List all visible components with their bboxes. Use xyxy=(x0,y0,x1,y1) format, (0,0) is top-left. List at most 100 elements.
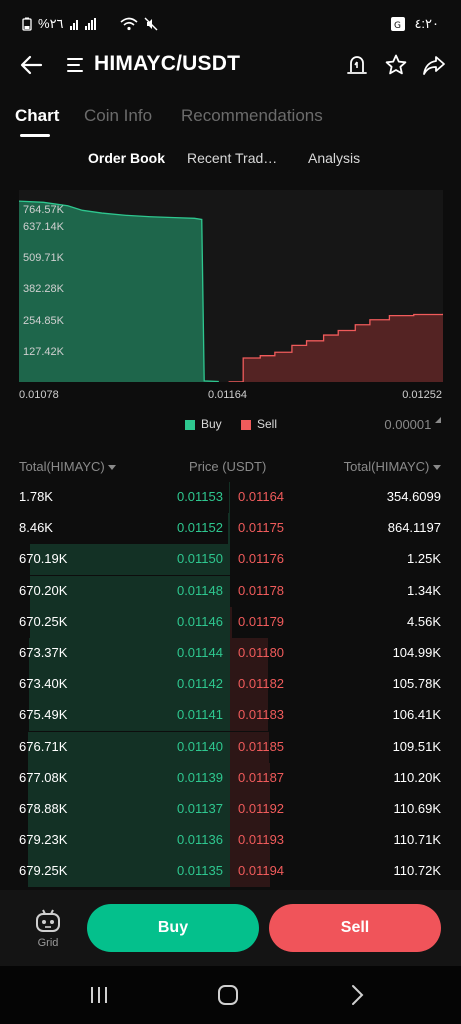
tab-chart[interactable]: Chart xyxy=(15,106,60,125)
bid-depth-bar xyxy=(28,856,230,888)
orderbook-row[interactable]: 675.49K 0.01141 0.01183 106.41K xyxy=(0,700,461,732)
translate-icon: G xyxy=(391,17,406,31)
depth-legend: Buy Sell 0.00001 xyxy=(0,417,461,433)
y-tick-label: 382.28K xyxy=(23,283,64,295)
bid-price-cell: 0.01137 xyxy=(176,801,223,816)
y-tick-label: 637.14K xyxy=(23,221,64,233)
ask-depth-bar xyxy=(230,762,270,794)
bid-price-cell: 0.01148 xyxy=(176,582,223,598)
subtab-analysis[interactable]: Analysis xyxy=(308,150,361,166)
sub-tabs: Order Book Recent Trad… Analysis xyxy=(0,148,461,172)
header-bid-total-label: Total(HIMAYC) xyxy=(19,459,105,474)
price-precision-selector[interactable]: 0.00001 xyxy=(384,417,441,432)
bid-total-cell: 679.25K xyxy=(19,863,68,879)
ask-total-cell: 105.78K xyxy=(392,676,441,692)
bid-total-cell: 675.49K xyxy=(19,707,68,723)
bid-depth-bar xyxy=(228,513,230,545)
bid-total-cell: 670.25K xyxy=(19,613,68,629)
main-tabs: Chart Coin Info Recommendations xyxy=(0,96,461,140)
recent-apps-icon[interactable] xyxy=(89,984,109,1006)
back-nav-icon[interactable] xyxy=(350,984,364,1006)
ask-price-cell: 0.01176 xyxy=(238,551,285,567)
bid-depth-bar xyxy=(28,794,230,825)
sell-button[interactable]: Sell xyxy=(269,904,441,952)
bid-depth-bar xyxy=(28,731,230,763)
caret-down-icon xyxy=(433,465,441,470)
status-time: ٤:٢٠ xyxy=(414,16,439,31)
x-tick-label: 0.01252 xyxy=(402,389,442,401)
grid-button[interactable]: Grid xyxy=(28,906,68,950)
orderbook-row[interactable]: 678.88K 0.01137 0.01192 110.69K xyxy=(0,794,461,825)
ask-total-cell: 109.51K xyxy=(392,738,441,754)
alert-icon[interactable] xyxy=(345,53,369,77)
back-arrow-icon[interactable] xyxy=(18,52,44,78)
ask-depth-bar xyxy=(230,606,232,638)
ask-price-cell: 0.01178 xyxy=(238,582,285,598)
system-nav-bar xyxy=(0,966,461,1024)
orderbook-row[interactable]: 670.25K 0.01146 0.01179 4.56K xyxy=(0,606,461,638)
header-ask-total-label: Total(HIMAYC) xyxy=(343,459,430,474)
tab-coin-info[interactable]: Coin Info xyxy=(84,106,153,125)
bid-total-cell: 1.78K xyxy=(19,489,53,504)
bid-depth-bar xyxy=(30,575,230,607)
ask-depth-bar xyxy=(230,669,268,701)
ask-price-cell: 0.01180 xyxy=(238,645,285,660)
trading-pair-title[interactable]: HIMAYC/USDT xyxy=(94,52,241,75)
bid-price-cell: 0.01153 xyxy=(176,489,223,504)
ask-total-cell: 4.56K xyxy=(407,613,441,629)
orderbook-row[interactable]: 673.37K 0.01144 0.01180 104.99K xyxy=(0,638,461,669)
home-icon[interactable] xyxy=(217,984,239,1006)
bid-total-cell: 679.23K xyxy=(19,832,68,848)
ask-price-cell: 0.01192 xyxy=(238,801,285,816)
ask-price-cell: 0.01185 xyxy=(238,738,285,754)
bid-total-cell: 670.19K xyxy=(19,551,68,567)
orderbook-row[interactable]: 677.08K 0.01139 0.01187 110.20K xyxy=(0,762,461,794)
star-icon[interactable] xyxy=(384,53,408,77)
ask-price-cell: 0.01183 xyxy=(238,707,285,723)
bid-price-cell: 0.01142 xyxy=(176,676,223,692)
ask-price-cell: 0.01187 xyxy=(238,769,285,785)
bid-depth-bar xyxy=(30,606,230,638)
subtab-recent-trades[interactable]: Recent Trad… xyxy=(187,150,278,166)
svg-text:G: G xyxy=(394,21,401,31)
ask-total-cell: 1.34K xyxy=(407,582,441,598)
orderbook-row[interactable]: 679.25K 0.01135 0.01194 110.72K xyxy=(0,856,461,888)
ask-total-cell: 864.1197 xyxy=(387,520,441,536)
header-price: Price (USDT) xyxy=(189,459,267,474)
bid-total-cell: 673.37K xyxy=(19,645,68,660)
legend-sell-label: Sell xyxy=(257,417,278,431)
legend-buy-label: Buy xyxy=(201,417,222,431)
orderbook-row[interactable]: 670.20K 0.01148 0.01178 1.34K xyxy=(0,575,461,607)
header-ask-total[interactable]: Total(HIMAYC) xyxy=(344,459,441,474)
orderbook-row[interactable]: 673.40K 0.01142 0.01182 105.78K xyxy=(0,669,461,701)
orderbook-row[interactable]: 8.46K 0.01152 0.01175 864.1197 xyxy=(0,513,461,545)
bid-depth-bar xyxy=(229,482,230,513)
orderbook-row[interactable]: 679.23K 0.01136 0.01193 110.71K xyxy=(0,825,461,857)
ask-total-cell: 110.72K xyxy=(393,863,441,879)
share-icon[interactable] xyxy=(422,53,446,77)
bid-total-cell: 670.20K xyxy=(19,582,68,598)
bid-depth-bar xyxy=(28,762,230,794)
menu-icon[interactable] xyxy=(66,56,84,74)
buy-button[interactable]: Buy xyxy=(87,904,259,952)
bid-depth-bar xyxy=(29,700,230,732)
subtab-order-book[interactable]: Order Book xyxy=(88,150,166,166)
ask-price-cell: 0.01175 xyxy=(238,520,285,536)
header-bid-total[interactable]: Total(HIMAYC) xyxy=(19,459,117,474)
bid-price-cell: 0.01150 xyxy=(176,551,223,567)
bid-price-cell: 0.01136 xyxy=(176,832,223,848)
ask-total-cell: 1.25K xyxy=(407,551,441,567)
orderbook-row[interactable]: 676.71K 0.01140 0.01185 109.51K xyxy=(0,731,461,763)
bid-total-cell: 676.71K xyxy=(19,738,68,754)
depth-area-buy xyxy=(19,201,219,382)
orderbook-row[interactable]: 1.78K 0.01153 0.01164 354.6099 xyxy=(0,482,461,513)
ask-depth-bar xyxy=(230,700,268,732)
orderbook-row[interactable]: 670.19K 0.01150 0.01176 1.25K xyxy=(0,544,461,576)
bid-depth-bar xyxy=(30,544,230,576)
ask-price-cell: 0.01194 xyxy=(238,863,285,879)
ask-total-cell: 110.71K xyxy=(393,832,441,848)
depth-chart[interactable] xyxy=(19,190,443,382)
ask-price-cell: 0.01193 xyxy=(238,832,285,848)
bid-total-cell: 678.88K xyxy=(19,801,68,816)
tab-recommendations[interactable]: Recommendations xyxy=(181,106,323,125)
